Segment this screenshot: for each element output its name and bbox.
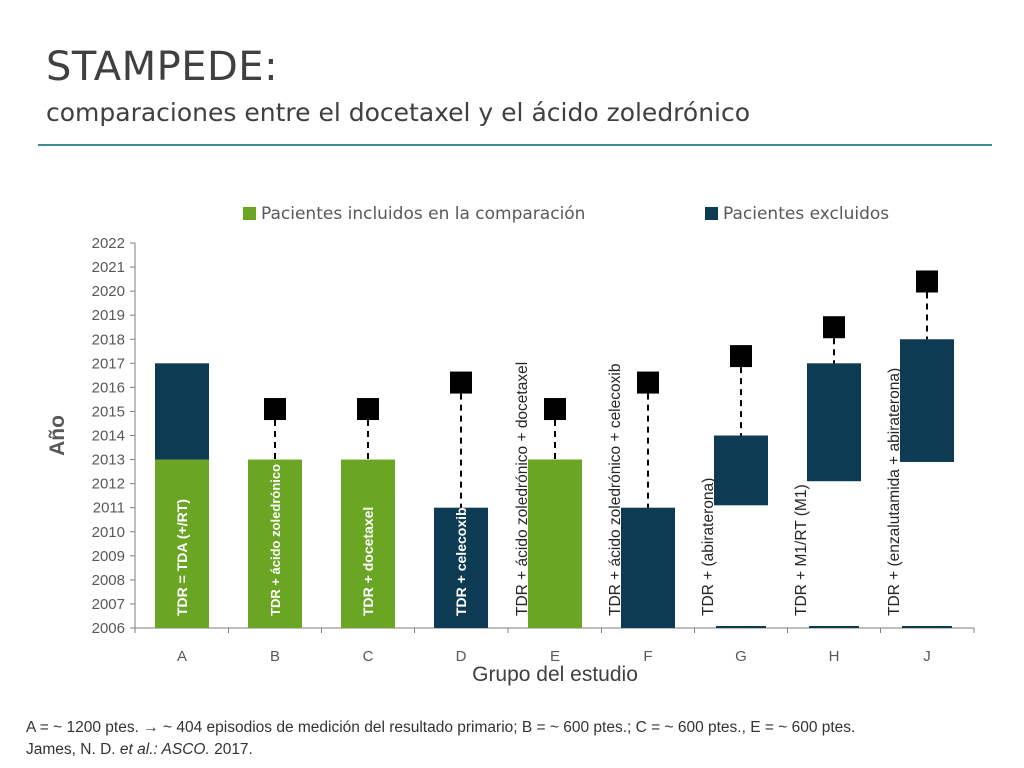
followup-marker [357, 398, 379, 421]
citation-authors: James, N. D. [26, 741, 120, 758]
legend-swatch [705, 207, 718, 220]
bar-segment-h [807, 363, 861, 482]
y-tick-label: 2006 [92, 620, 125, 637]
y-tick-label: 2007 [92, 596, 125, 613]
bar-segment-a [155, 363, 209, 460]
bar-baseline-stub [809, 626, 859, 628]
y-tick-label: 2011 [93, 500, 125, 517]
bar-segment-e [528, 459, 582, 628]
x-tick-label: A [177, 648, 187, 665]
y-tick-label: 2016 [92, 379, 125, 396]
y-tick-label: 2020 [92, 283, 125, 300]
x-tick-label: C [363, 648, 374, 665]
bar-segment-a [155, 459, 209, 628]
followup-marker [637, 371, 659, 394]
followup-marker [544, 398, 566, 421]
bar-label-g: TDR + (abiraterona) [700, 478, 717, 616]
followup-marker [450, 371, 472, 394]
citation-year: 2017. [209, 741, 253, 758]
bar-label-h: TDR + M1/RT (M1) [793, 484, 810, 616]
slide-title: STAMPEDE: [46, 44, 279, 90]
bar-segment-f [621, 507, 675, 628]
bar-label-e: TDR + ácido zoledrónico + docetaxel [514, 362, 531, 616]
y-tick-label: 2015 [92, 403, 125, 420]
x-tick-label: H [829, 648, 840, 665]
y-tick-label: 2018 [92, 331, 125, 348]
y-axis-title: Año [46, 415, 69, 456]
enrollment-timeline-chart: 2006 2007 2008 2009 2010 2011 2012 2013 2014 2015… [46, 204, 975, 686]
followup-marker [730, 345, 752, 368]
footer-citation: James, N. D. et al.: ASCO. 2017. [26, 739, 1016, 761]
legend-label: Pacientes incluidos en la comparación [261, 204, 585, 224]
legend-label: Pacientes excluidos [723, 204, 889, 224]
bar-baseline-stub [902, 626, 952, 628]
bar-label-f: TDR + ácido zoledrónico + celecoxib [607, 364, 624, 616]
bar-label-j: TDR + (enzalutamida + abiraterona) [886, 368, 903, 616]
y-tick-label: 2012 [92, 476, 125, 493]
x-tick-label: B [270, 648, 280, 665]
y-tick-label: 2022 [92, 235, 125, 252]
y-tick-label: 2009 [92, 548, 125, 565]
bar-baseline-stub [716, 626, 766, 628]
footer-note: A = ~ 1200 ptes. → ~ 404 episodios de me… [26, 719, 856, 736]
y-tick-label: 2017 [92, 355, 125, 372]
title-divider [38, 144, 992, 146]
bar-label-a: TDR = TDA (+/RT) [174, 499, 190, 616]
x-tick-label: E [550, 648, 560, 665]
bar-segment-g [714, 435, 768, 506]
bar-segment-b [248, 459, 302, 628]
x-tick-label: F [643, 648, 652, 665]
slide-footer: A = ~ 1200 ptes. → ~ 404 episodios de me… [26, 717, 1016, 761]
x-axis-title: Grupo del estudio [472, 663, 638, 686]
y-tick-label: 2021 [92, 259, 125, 276]
y-tick-label: 2013 [92, 452, 125, 469]
x-tick-label: G [735, 648, 747, 665]
x-tick-label: D [456, 648, 467, 665]
followup-marker [823, 316, 845, 339]
followup-marker [916, 270, 938, 293]
bar-segment-c [341, 459, 395, 628]
y-tick-label: 2019 [92, 307, 125, 324]
x-tick-label: J [923, 648, 931, 665]
bar-label-d: TDR + celecoxib [453, 507, 469, 616]
bar-label-b: TDR + ácido zoledrónico [268, 464, 283, 616]
bar-segment-d [434, 507, 488, 628]
y-tick-label: 2008 [92, 572, 125, 589]
y-tick-label: 2010 [92, 524, 125, 541]
followup-marker [264, 398, 286, 421]
legend-swatch [243, 207, 256, 220]
bar-segment-j [900, 339, 954, 462]
citation-etal: et al.: ASCO. [119, 741, 210, 758]
slide-subtitle: comparaciones entre el docetaxel y el ác… [46, 98, 751, 127]
bar-label-c: TDR + docetaxel [360, 507, 376, 616]
y-tick-label: 2014 [92, 428, 125, 445]
